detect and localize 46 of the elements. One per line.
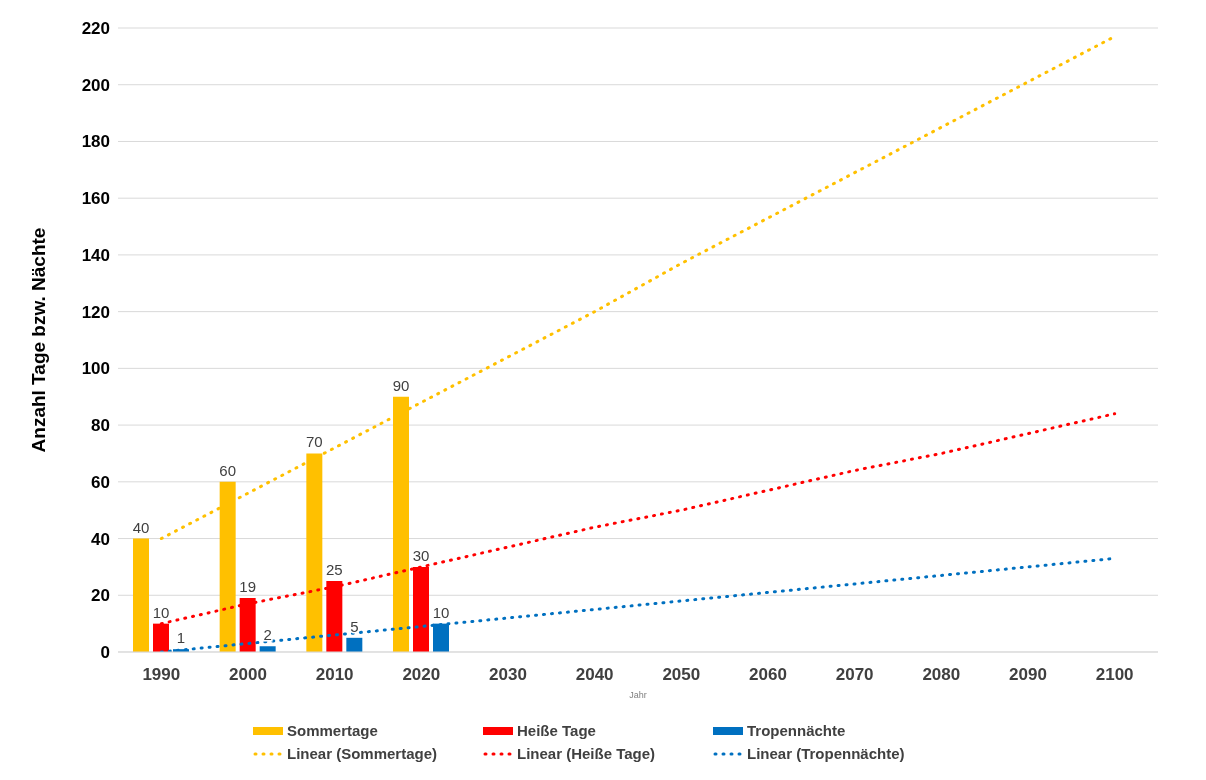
data-label: 25 [325,561,343,579]
y-tick-label: 140 [81,245,110,265]
y-tick-label: 60 [91,472,110,492]
x-tick-label: 2030 [489,665,527,685]
x-tick-label: 2020 [402,665,441,685]
data-label: 5 [350,617,359,635]
data-label: 70 [305,433,323,451]
y-tick-label: 80 [91,416,110,436]
y-tick-label: 20 [91,586,110,606]
x-tick-label: 2010 [315,665,354,685]
x-tick-label: 2090 [1009,665,1047,685]
data-label: 1 [176,629,186,647]
data-label: 19 [239,578,257,596]
data-label: 2 [263,626,272,644]
legend-label: Linear (Heiße Tage) [517,745,656,762]
x-tick-label: 2100 [1095,665,1134,685]
data-label: 10 [432,603,450,621]
legend-label: Linear (Tropennächte) [747,745,905,762]
legend-label: Tropennächte [747,722,846,739]
data-label: 90 [392,376,410,394]
data-label: 60 [219,461,237,479]
x-tick-label: 2050 [662,665,701,685]
y-tick-label: 180 [81,132,110,152]
legend-label: Sommertage [287,722,378,739]
y-tick-label: 220 [81,19,110,39]
x-tick-label: 2000 [229,665,267,685]
bar [346,637,363,652]
y-tick-label: 0 [100,643,110,663]
y-tick-label: 160 [81,189,110,209]
x-tick-label: 1990 [142,665,181,685]
x-tick-label: 2060 [749,665,787,685]
legend-label: Heiße Tage [517,722,596,739]
data-label: 30 [412,546,430,564]
data-label: 10 [152,603,170,621]
bar [133,538,149,652]
x-tick-label: 2080 [922,665,961,685]
y-axis-title: Anzahl Tage bzw. Nächte [27,227,49,453]
x-axis-title: Jahr [629,690,647,700]
y-tick-label: 200 [81,75,110,95]
y-tick-label: 40 [91,529,110,549]
data-label: 40 [132,518,150,536]
y-tick-label: 100 [81,359,110,379]
y-tick-label: 120 [81,302,110,322]
x-tick-label: 2070 [835,665,874,685]
legend-label: Linear (Sommertage) [287,745,438,762]
x-tick-label: 2040 [575,665,614,685]
